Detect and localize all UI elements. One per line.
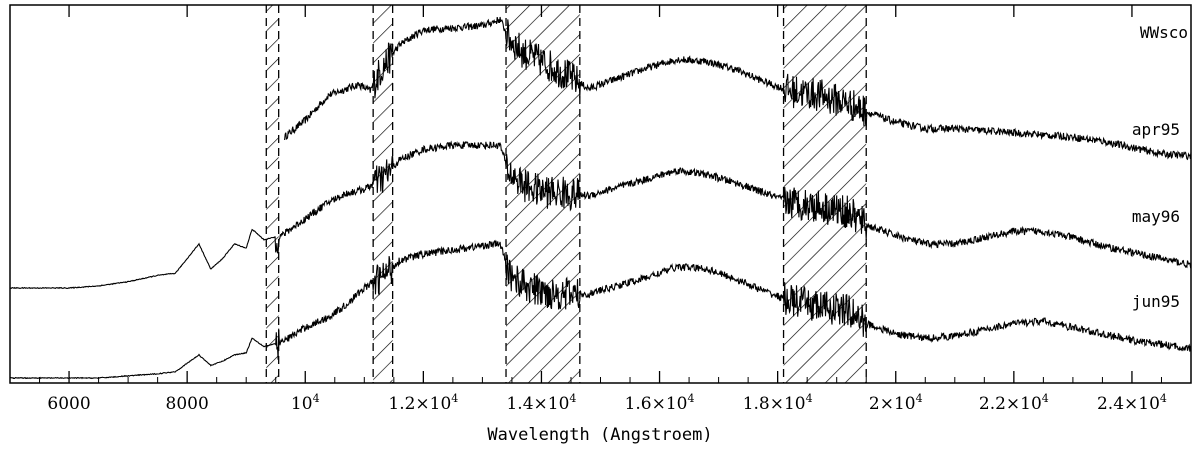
x-axis-title: Wavelength (Angstroem) <box>487 425 712 445</box>
spectrum-line-may96 <box>9 140 1192 290</box>
x-tick-label-8: 2.2×104 <box>979 392 1049 414</box>
series-label-apr95: apr95 <box>1132 120 1180 139</box>
x-tick-label-6: 1.8×104 <box>743 392 813 414</box>
x-tick-label-7: 2×104 <box>869 392 923 414</box>
x-tick-label-4: 1.4×104 <box>506 392 576 414</box>
x-tick-label-1: 8000 <box>166 394 209 414</box>
spectrum-line-apr95 <box>284 16 1192 161</box>
x-tick-label-5: 1.6×104 <box>625 392 695 414</box>
hatched-band-0 <box>266 5 279 383</box>
x-tick-label-2: 104 <box>291 392 320 414</box>
spectra-lines <box>9 16 1192 380</box>
axis-ticks: 6000 8000 104 1.2×104 1.4×104 1.6×104 1.8×104 2… <box>39 5 1167 414</box>
x-tick-label-9: 2.4×104 <box>1097 392 1167 414</box>
x-tick-label-3: 1.2×104 <box>388 392 458 414</box>
series-label-jun95: jun95 <box>1132 292 1180 311</box>
x-tick-label-0: 6000 <box>47 394 90 414</box>
chart-title: WWsco <box>1140 23 1188 42</box>
spectrum-line-jun95 <box>9 239 1192 380</box>
series-label-may96: may96 <box>1132 207 1180 226</box>
